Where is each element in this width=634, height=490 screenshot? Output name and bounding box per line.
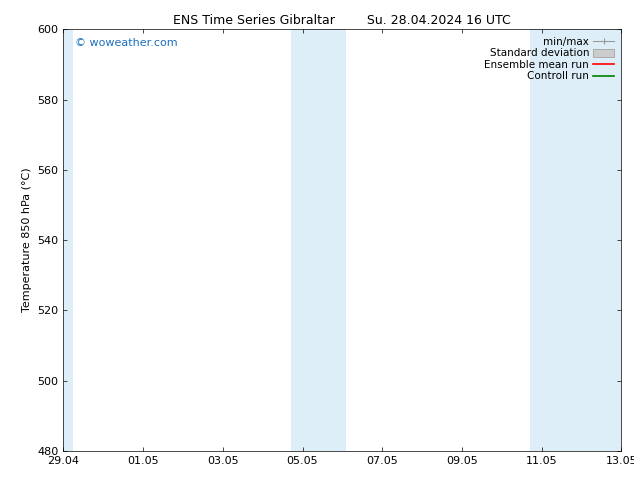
Legend: min/max, Standard deviation, Ensemble mean run, Controll run: min/max, Standard deviation, Ensemble me… xyxy=(482,35,616,83)
Text: © woweather.com: © woweather.com xyxy=(75,38,177,48)
Y-axis label: Temperature 850 hPa (°C): Temperature 850 hPa (°C) xyxy=(22,168,32,313)
Bar xyxy=(290,29,346,451)
Bar xyxy=(63,29,74,451)
Bar xyxy=(529,29,622,451)
Title: ENS Time Series Gibraltar        Su. 28.04.2024 16 UTC: ENS Time Series Gibraltar Su. 28.04.2024… xyxy=(174,14,511,27)
